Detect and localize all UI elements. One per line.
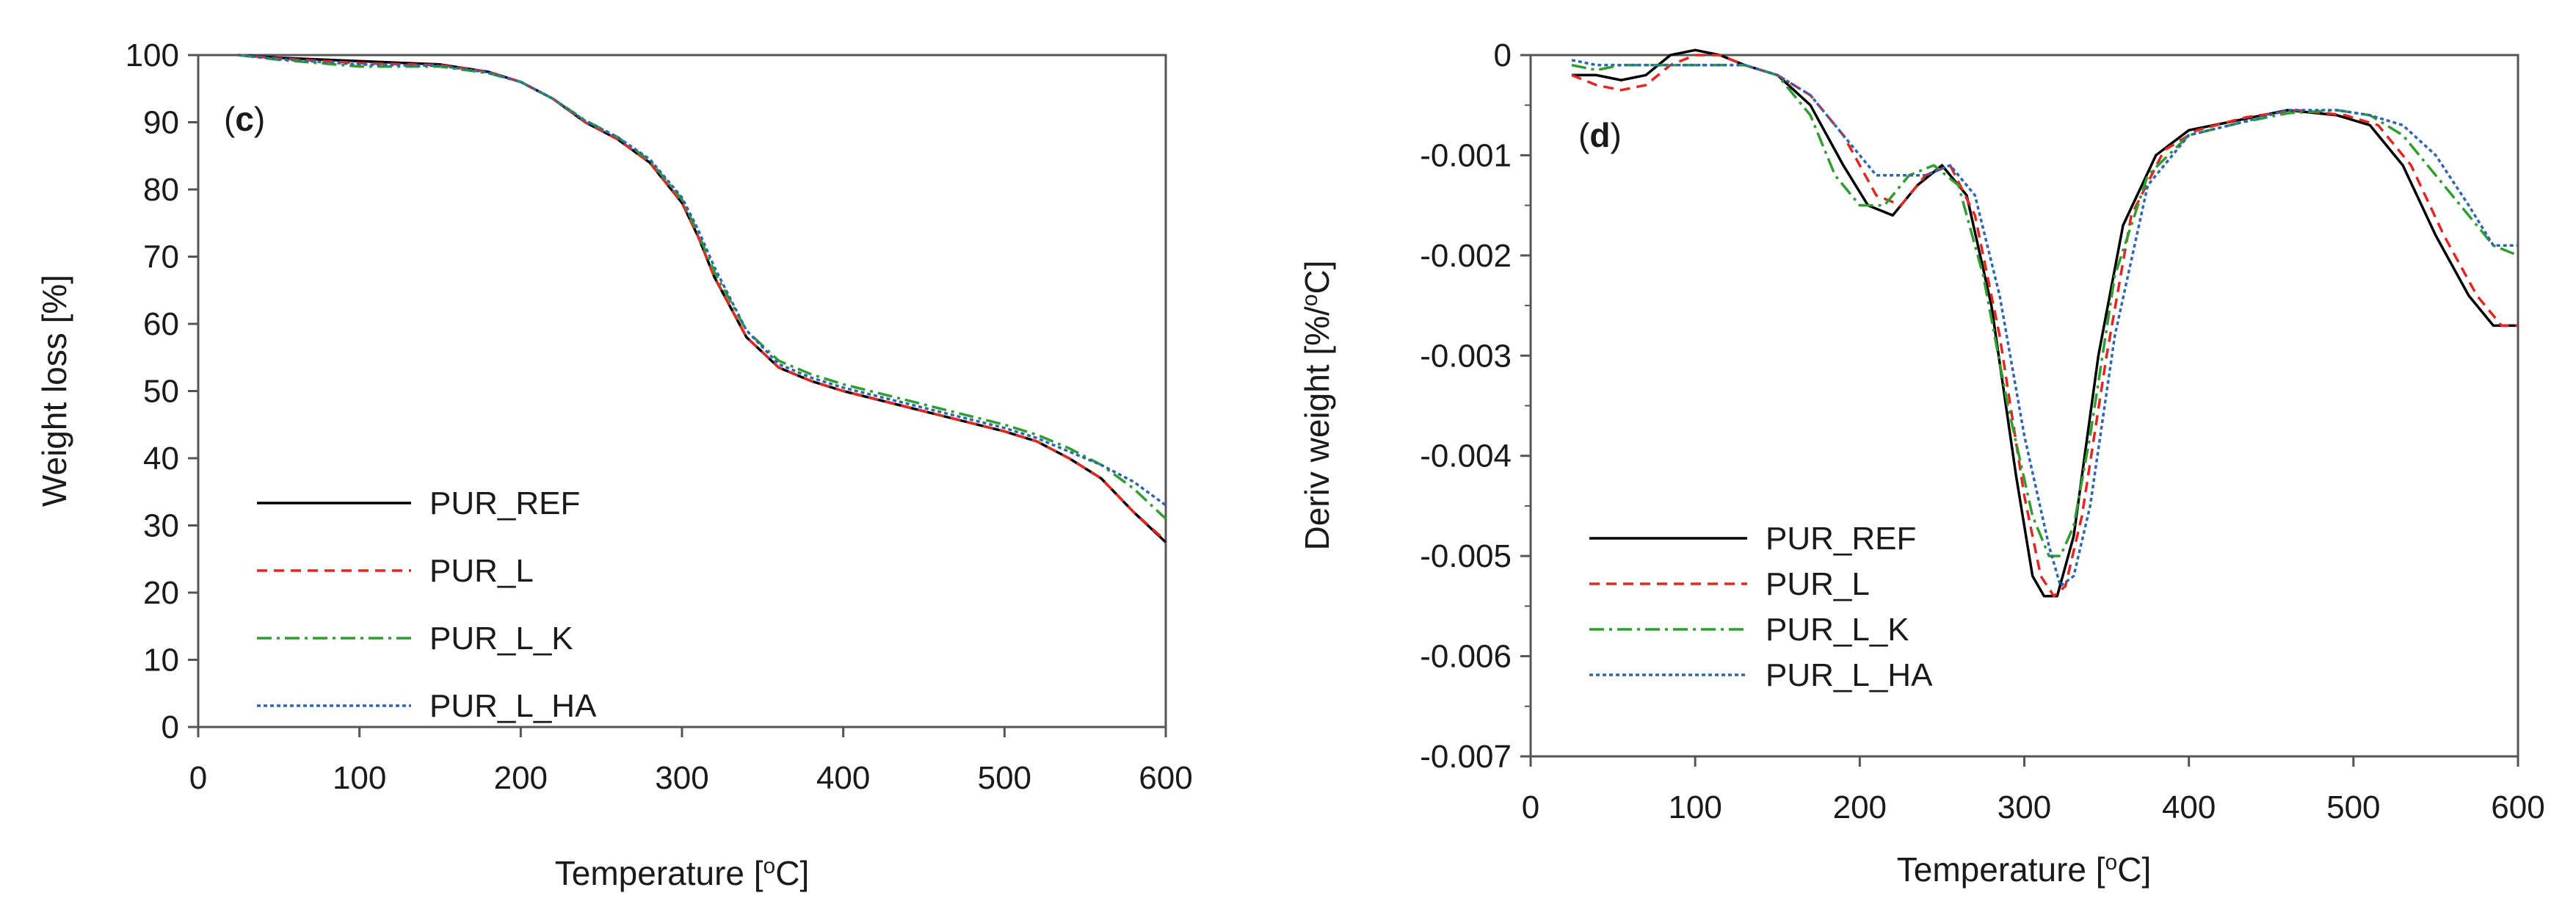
x-tick-label: 500	[978, 760, 1031, 796]
x-axis-title-c: Temperature [oC]	[555, 854, 809, 892]
x-axis-title-c-main: Temperature [	[555, 854, 763, 892]
legend-label: PUR_REF	[1766, 521, 1916, 557]
y-tick-label: -0.003	[1420, 338, 1512, 374]
x-tick-label: 300	[1998, 789, 2051, 825]
x-axis-title-c-sup: o	[763, 854, 776, 878]
y-tick-label: 20	[143, 575, 179, 611]
y-axis-title-d: Deriv weight [%/oC]	[1298, 260, 1336, 550]
x-axis-title-d-tail: C]	[2117, 850, 2151, 889]
x-tick-label: 600	[2491, 789, 2544, 825]
x-tick-label: 0	[189, 760, 207, 796]
y-tick-label: -0.005	[1420, 538, 1512, 574]
y-tick-label: 50	[143, 374, 179, 410]
y-tick-label: -0.006	[1420, 639, 1512, 675]
y-tick-label: 90	[143, 105, 179, 141]
y-tick-label: -0.002	[1420, 238, 1512, 274]
series-line-pur-l-k	[238, 54, 1167, 520]
chart-panel-c: 0 10 20 30 40 50 60 70 80 90 100 0 100 200 300 400 500 6…	[35, 37, 1193, 892]
y-tick-label: 30	[143, 508, 179, 544]
x-tick-label: 400	[816, 760, 870, 796]
y-tick-label: 10	[143, 643, 179, 679]
plot-area-c	[197, 54, 1167, 728]
x-tick-label: 0	[1522, 789, 1539, 825]
y-tick-label: 80	[143, 172, 179, 208]
legend-label: PUR_L	[429, 553, 534, 589]
y-tick-labels-d: 0 -0.001 -0.002 -0.003 -0.004 -0.005 -0.006 -0.…	[1420, 37, 1531, 775]
y-tick-labels-c: 0 10 20 30 40 50 60 70 80 90 100	[126, 37, 198, 745]
y-tick-label: 40	[143, 441, 179, 477]
y-tick-label: -0.007	[1420, 739, 1512, 775]
legend-label: PUR_L_K	[429, 621, 573, 657]
panel-label-d: (d)	[1578, 116, 1622, 154]
x-axis-title-c-tail: C]	[775, 854, 809, 892]
legend-c: PUR_REF PUR_L PUR_L_K PUR_L_HA	[257, 485, 597, 724]
panel-label-d-letter: d	[1589, 116, 1610, 154]
x-tick-labels-d: 0 100 200 300 400 500 600	[1522, 756, 2545, 825]
x-tick-labels-c: 0 100 200 300 400 500 600	[189, 727, 1193, 796]
legend-label: PUR_L_K	[1766, 612, 1909, 648]
x-tick-label: 100	[1668, 789, 1721, 825]
y-tick-label: 100	[126, 37, 179, 73]
x-tick-label: 100	[333, 760, 386, 796]
y-tick-label: -0.004	[1420, 438, 1512, 474]
x-tick-label: 200	[494, 760, 548, 796]
x-axis-title-d-main: Temperature [	[1897, 850, 2105, 889]
y-tick-label: 70	[143, 239, 179, 275]
series-line-pur-ref	[1572, 48, 2518, 598]
y-tick-label: 60	[143, 306, 179, 342]
series-line-pur-l-ha	[238, 54, 1167, 507]
y-axis-title-c: Weight loss [%]	[35, 275, 73, 507]
series-lines-c	[238, 54, 1167, 543]
plot-area-d	[1529, 54, 2519, 758]
series-line-pur-l	[1571, 54, 2518, 598]
y-axis-title-d-main: Deriv weight [%/	[1298, 306, 1336, 551]
y-axis-title-d-tail: C]	[1298, 260, 1336, 294]
x-tick-label: 400	[2162, 789, 2216, 825]
x-axis-title-d-sup: o	[2105, 850, 2118, 875]
x-tick-label: 300	[655, 760, 708, 796]
panel-label-c-letter: c	[235, 100, 254, 138]
legend-d: PUR_REF PUR_L PUR_L_K PUR_L_HA	[1589, 521, 1933, 693]
legend-label: PUR_L	[1766, 566, 1870, 602]
y-tick-label: 0	[162, 709, 179, 745]
series-line-pur-l	[238, 54, 1167, 542]
series-lines-d	[1571, 48, 2519, 598]
y-axis-title-d-sup: o	[1298, 294, 1322, 306]
y-tick-label: 0	[1494, 37, 1512, 73]
legend-label: PUR_L_HA	[1766, 657, 1933, 693]
x-axis-title-d: Temperature [oC]	[1897, 850, 2151, 889]
x-tick-label: 500	[2326, 789, 2380, 825]
legend-label: PUR_L_HA	[429, 688, 597, 724]
legend-label: PUR_REF	[429, 485, 580, 521]
y-tick-label: -0.001	[1420, 137, 1512, 173]
panel-label-c: (c)	[224, 100, 265, 138]
x-tick-label: 600	[1139, 760, 1192, 796]
chart-panel-d: 0 -0.001 -0.002 -0.003 -0.004 -0.005 -0.006 -0.…	[1298, 37, 2545, 889]
x-tick-label: 200	[1833, 789, 1887, 825]
